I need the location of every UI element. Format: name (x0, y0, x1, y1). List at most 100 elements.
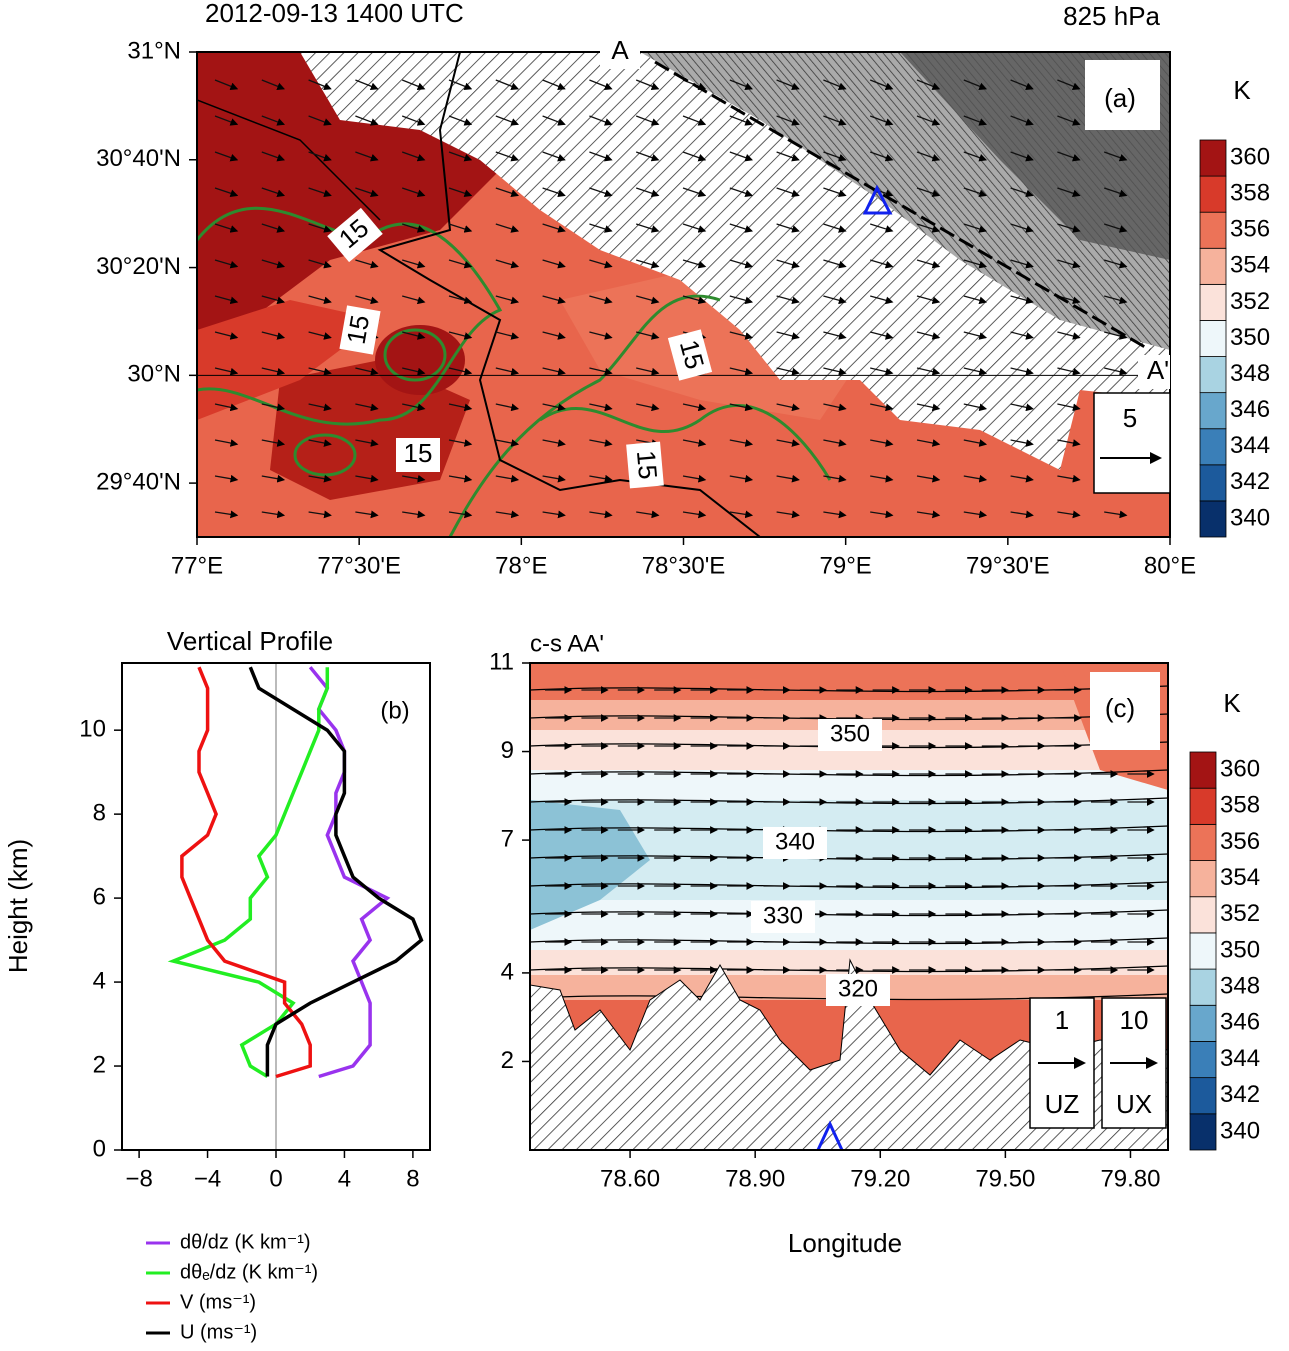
colorbar-box (1199, 392, 1227, 430)
x-tick-label: 4 (338, 1165, 351, 1192)
contour-label-group: 15 (339, 305, 381, 355)
wind-vector (355, 259, 379, 269)
wind-vector (963, 115, 988, 126)
wind-vector (729, 403, 754, 412)
wind-vector (542, 510, 566, 519)
wind-vector (1057, 510, 1081, 519)
wind-vector (448, 223, 473, 233)
point-label: A (611, 35, 629, 65)
contour-label-box (339, 305, 381, 355)
map-field (197, 52, 1170, 537)
wind-vector (635, 151, 660, 162)
wind-vector (963, 295, 988, 305)
wind-vector (402, 259, 426, 269)
colorbar-label: 344 (1230, 432, 1270, 459)
colorbar-box (1199, 428, 1227, 466)
wind-vector (542, 403, 566, 412)
wind-vector (261, 439, 286, 447)
wind-vector (1010, 115, 1034, 126)
wind-vector (448, 79, 473, 90)
colorbar-label: 344 (1220, 1045, 1260, 1072)
wind-vector (823, 439, 847, 447)
wind-vector (1057, 151, 1081, 162)
wind-vector (636, 295, 660, 305)
wind-vector (682, 187, 707, 198)
wind-vector (448, 439, 473, 447)
wind-vector (448, 474, 473, 483)
contour-label-box (763, 827, 827, 859)
legend-label: dθₑ/dz (K km⁻¹) (180, 1261, 318, 1283)
wind-vector (636, 331, 660, 340)
contour-label-box (818, 719, 882, 751)
wind-vector (495, 439, 520, 447)
contour-label: 15 (404, 438, 433, 468)
wind-vector (495, 115, 520, 126)
colorbar-label: 352 (1230, 288, 1270, 315)
wind-vector (495, 223, 520, 233)
y-tick-label: 0 (93, 1135, 106, 1162)
colorbar-box (1189, 932, 1217, 970)
panel-box (1090, 672, 1160, 750)
wind-vector (916, 367, 941, 376)
wind-vector (823, 151, 847, 162)
colorbar-label: 354 (1230, 252, 1270, 279)
wind-vector (542, 331, 566, 340)
wind-vector (308, 223, 332, 233)
wind-vector (729, 474, 754, 483)
wind-vector (495, 367, 520, 376)
wind-vector (402, 331, 426, 340)
wind-vector (308, 510, 332, 519)
wind-vector (776, 79, 800, 90)
wind-vector (214, 474, 239, 483)
y-tick-label: 4 (93, 967, 106, 994)
panel-box (1085, 60, 1160, 130)
wind-vector (776, 187, 800, 198)
wind-vector (401, 151, 426, 162)
colorbar-box (1199, 139, 1227, 177)
colorbar-box (1199, 356, 1227, 394)
profile-line (167, 667, 330, 1078)
wind-vector (776, 331, 800, 340)
wind-vector (308, 367, 332, 376)
legend-label: dθ/dz (K km⁻¹) (180, 1231, 311, 1253)
wind-vector (589, 223, 613, 233)
wind-vector (869, 151, 894, 162)
wind-vector (916, 474, 941, 483)
wind-vector (542, 187, 566, 198)
colorbar-box (1199, 320, 1227, 357)
wind-vector (448, 151, 473, 162)
wind-vector (401, 115, 426, 126)
y-axis-label: Height (km) (3, 839, 33, 973)
contour-label-group: 15 (667, 329, 713, 381)
wind-vector (308, 439, 332, 447)
wind-vector (916, 403, 941, 412)
wind-vector (729, 331, 754, 340)
colorbar-label: 350 (1220, 936, 1260, 963)
wind-vector (1010, 259, 1034, 269)
x-tick-label: 79.80 (1100, 1165, 1160, 1192)
contour-15 (448, 294, 721, 537)
wind-vector (308, 331, 332, 340)
wind-vector (1010, 151, 1034, 162)
wind-vector (495, 474, 520, 483)
wind-vector (1104, 367, 1128, 376)
wind-vector (1010, 295, 1034, 305)
wind-vector (870, 259, 894, 269)
colorbar-box (1199, 464, 1227, 502)
wind-vector (589, 474, 613, 483)
wind-vector (916, 187, 941, 198)
wind-vector (916, 331, 941, 340)
section-field (530, 663, 1168, 1150)
y-tick-label: 30°20'N (96, 253, 181, 280)
wind-vector (495, 187, 520, 198)
colorbar-box (1189, 1041, 1217, 1079)
wind-vector (308, 79, 332, 90)
y-tick-label: 4 (501, 958, 514, 985)
x-tick-label: 0 (269, 1165, 282, 1192)
wind-vector (261, 367, 286, 376)
wind-vector (261, 259, 286, 269)
band (530, 800, 650, 930)
wind-vector (448, 259, 473, 269)
colorbar-label: 342 (1220, 1081, 1260, 1108)
